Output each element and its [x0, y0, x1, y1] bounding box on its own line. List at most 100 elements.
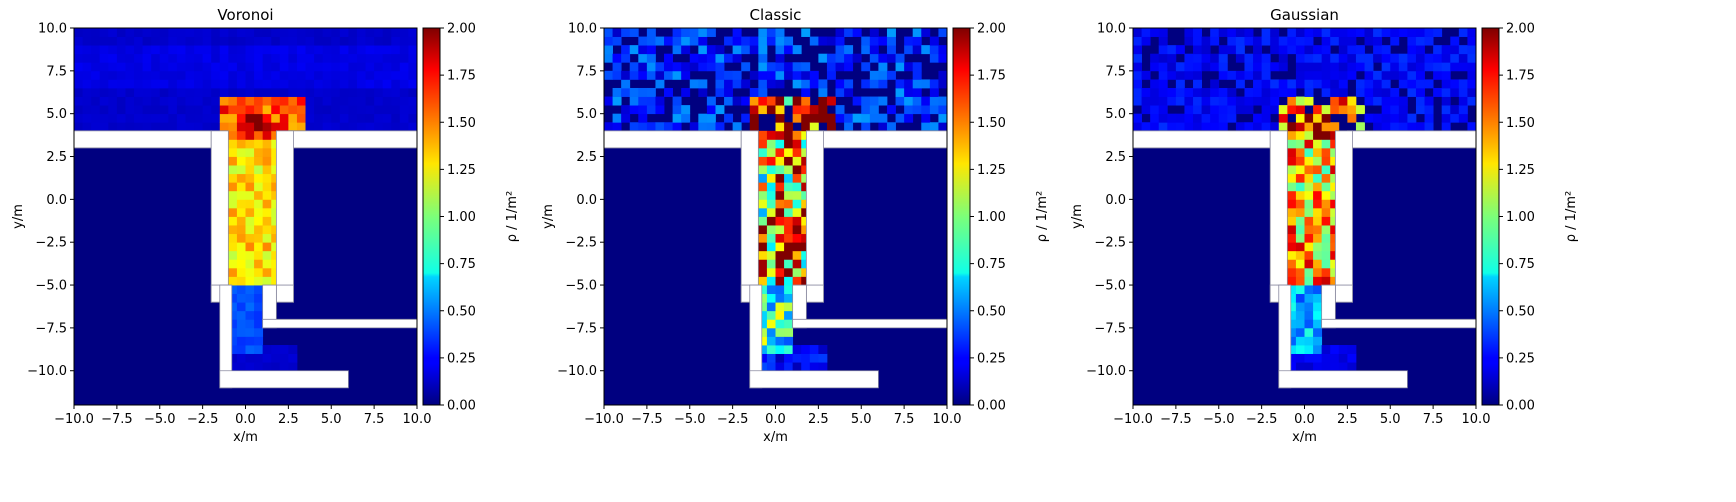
heatmap-cell — [775, 147, 785, 157]
heatmap-cell — [844, 79, 854, 89]
heatmap-cell — [1407, 70, 1417, 80]
heatmap-cell — [108, 28, 118, 37]
wall-obstacle — [210, 130, 229, 303]
y-tick-label: −2.5 — [35, 236, 67, 251]
heatmap-cell — [99, 70, 109, 80]
heatmap-cell — [219, 113, 229, 123]
heatmap-cell — [116, 45, 126, 55]
heatmap-cell — [1218, 45, 1228, 55]
heatmap-cell — [1398, 62, 1408, 72]
heatmap-cell — [1244, 70, 1254, 80]
heatmap-cell — [1313, 225, 1323, 235]
heatmap-cell — [1458, 45, 1468, 55]
heatmap-cell — [646, 105, 656, 115]
heatmap-cell — [254, 242, 264, 252]
heatmap-cell — [254, 173, 264, 183]
heatmap-panel-1: Voronoi−10.0 −7.5 −5.0 −2.5 0.0 2.5 5.0 7.5 10.0… — [11, 6, 520, 445]
heatmap-cell — [724, 113, 734, 123]
heatmap-cell — [1407, 122, 1417, 132]
heatmap-cell — [408, 70, 418, 80]
heatmap-cell — [91, 79, 101, 89]
heatmap-cell — [108, 62, 118, 72]
x-tick-label: 7.5 — [1423, 412, 1444, 427]
heatmap-cell — [681, 36, 691, 46]
heatmap-cell — [715, 79, 725, 89]
heatmap-cell — [784, 285, 794, 295]
heatmap-cell — [151, 70, 161, 80]
heatmap-cell — [1253, 62, 1263, 72]
heatmap-cell — [638, 87, 648, 97]
heatmap-cell — [826, 113, 836, 123]
heatmap-cell — [211, 28, 221, 37]
heatmap-panel-3: Gaussian−10.0 −7.5 −5.0 −2.5 0.0 2.5 5.0 7.5 10.… — [1070, 6, 1579, 445]
heatmap-cell — [655, 70, 665, 80]
heatmap-cell — [1184, 122, 1194, 132]
heatmap-cell — [818, 96, 828, 106]
heatmap-cell — [775, 130, 785, 140]
heatmap-cell — [1313, 139, 1323, 149]
heatmap-cell — [1424, 96, 1434, 106]
heatmap-cell — [749, 113, 759, 123]
heatmap-cell — [929, 105, 939, 115]
heatmap-cell — [1227, 87, 1237, 97]
colorbar-tick-label: 1.75 — [977, 69, 1006, 84]
heatmap-cell — [844, 122, 854, 132]
heatmap-cell — [91, 53, 101, 63]
heatmap-cell — [664, 70, 673, 80]
heatmap-cell — [869, 105, 879, 115]
heatmap-cell — [82, 36, 92, 46]
heatmap-cell — [348, 79, 358, 89]
heatmap-cell — [766, 267, 776, 277]
heatmap-cell — [775, 353, 785, 363]
heatmap-cell — [322, 96, 332, 106]
heatmap-cell — [869, 45, 879, 55]
heatmap-cell — [1390, 70, 1400, 80]
heatmap-cell — [228, 207, 238, 217]
x-tick-label: 2.5 — [808, 412, 829, 427]
heatmap-cell — [1150, 28, 1160, 37]
heatmap-cell — [1133, 62, 1142, 72]
heatmap-cell — [1133, 122, 1142, 132]
heatmap-cell — [835, 28, 845, 37]
y-tick-label: 5.0 — [1105, 107, 1126, 122]
heatmap-cell — [766, 62, 776, 72]
heatmap-cell — [271, 139, 281, 149]
heatmap-cell — [1167, 62, 1177, 72]
heatmap-cell — [1270, 87, 1280, 97]
heatmap-cell — [1278, 36, 1288, 46]
heatmap-cell — [228, 45, 238, 55]
heatmap-cell — [1415, 105, 1425, 115]
heatmap-cell — [1150, 53, 1160, 63]
heatmap-cell — [869, 53, 879, 63]
heatmap-cell — [1304, 113, 1314, 123]
heatmap-cell — [348, 70, 358, 80]
heatmap-cell — [374, 87, 384, 97]
heatmap-cell — [784, 36, 794, 46]
heatmap-cell — [82, 96, 92, 106]
heatmap-cell — [1458, 87, 1468, 97]
heatmap-cell — [314, 87, 324, 97]
heatmap-cell — [1210, 122, 1220, 132]
heatmap-cell — [296, 122, 306, 132]
heatmap-cell — [322, 53, 332, 63]
heatmap-cell — [801, 250, 811, 260]
heatmap-cell — [262, 207, 272, 217]
heatmap-cell — [245, 79, 255, 89]
heatmap-cell — [1364, 53, 1374, 63]
heatmap-cell — [322, 122, 332, 132]
heatmap-cell — [1313, 113, 1323, 123]
heatmap-cell — [1304, 165, 1314, 175]
heatmap-cell — [254, 336, 264, 346]
heatmap-cell — [689, 79, 699, 89]
heatmap-cell — [202, 36, 212, 46]
heatmap-cell — [715, 62, 725, 72]
y-axis-label: y/m — [11, 204, 26, 229]
heatmap-cell — [1253, 113, 1263, 123]
heatmap-cell — [228, 105, 238, 115]
heatmap-cell — [766, 96, 776, 106]
heatmap-cell — [1321, 199, 1331, 209]
heatmap-cell — [159, 105, 169, 115]
heatmap-cell — [886, 122, 896, 132]
heatmap-cell — [176, 122, 186, 132]
heatmap-cell — [1278, 53, 1288, 63]
